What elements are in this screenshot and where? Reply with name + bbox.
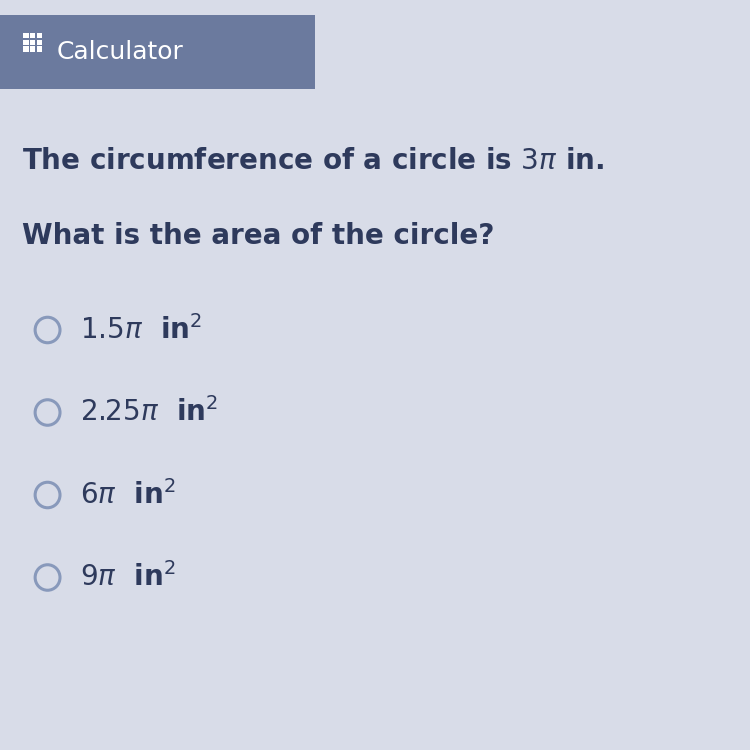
Text: Calculator: Calculator bbox=[57, 40, 184, 64]
Text: What is the area of the circle?: What is the area of the circle? bbox=[22, 222, 494, 251]
Text: $6\pi$  in$^2$: $6\pi$ in$^2$ bbox=[80, 480, 176, 510]
FancyBboxPatch shape bbox=[37, 40, 42, 45]
FancyBboxPatch shape bbox=[30, 46, 35, 52]
Text: $9\pi$  in$^2$: $9\pi$ in$^2$ bbox=[80, 562, 176, 592]
FancyBboxPatch shape bbox=[0, 15, 315, 88]
FancyBboxPatch shape bbox=[37, 46, 42, 52]
Text: $2.25\pi$  in$^2$: $2.25\pi$ in$^2$ bbox=[80, 398, 219, 427]
Text: $1.5\pi$  in$^2$: $1.5\pi$ in$^2$ bbox=[80, 315, 203, 345]
FancyBboxPatch shape bbox=[37, 33, 42, 38]
Text: The circumference of a circle is $3\pi$ in.: The circumference of a circle is $3\pi$ … bbox=[22, 147, 604, 176]
FancyBboxPatch shape bbox=[23, 40, 28, 45]
FancyBboxPatch shape bbox=[23, 46, 28, 52]
FancyBboxPatch shape bbox=[23, 33, 28, 38]
FancyBboxPatch shape bbox=[30, 40, 35, 45]
FancyBboxPatch shape bbox=[30, 33, 35, 38]
